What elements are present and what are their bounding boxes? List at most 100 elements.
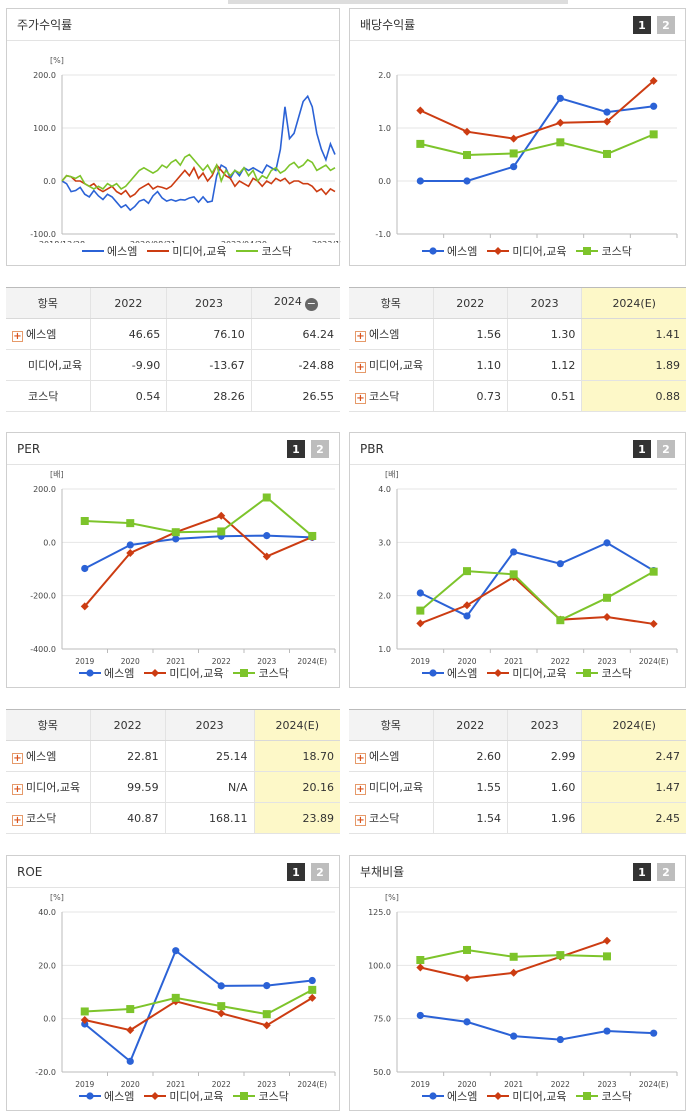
data-point bbox=[509, 134, 518, 143]
collapse-icon[interactable]: − bbox=[304, 297, 318, 311]
expand-icon[interactable]: + bbox=[12, 784, 23, 795]
data-point bbox=[510, 548, 518, 556]
column-header: 2022 bbox=[456, 296, 485, 310]
tab-2[interactable]: 2 bbox=[311, 863, 329, 881]
cell-value: 18.70 bbox=[253, 740, 340, 772]
cell-value: 2.99 bbox=[506, 740, 582, 772]
data-point bbox=[509, 952, 518, 961]
data-point bbox=[126, 1005, 135, 1014]
legend-swatch bbox=[144, 1092, 167, 1100]
series-line-1 bbox=[84, 534, 313, 570]
data-point bbox=[172, 947, 180, 955]
cell-value: 2.45 bbox=[581, 802, 686, 834]
legend-label: 미디어,교육 bbox=[169, 667, 224, 680]
x-tick-label: 2022 bbox=[212, 1080, 231, 1089]
x-tick-label: 2022 bbox=[212, 657, 231, 666]
data-point bbox=[308, 531, 317, 540]
table-row: + 에스엠 2.60 2.99 2.47 bbox=[349, 740, 686, 772]
data-point bbox=[603, 108, 611, 116]
expand-icon[interactable]: + bbox=[355, 331, 366, 342]
y-tick-label: 100.0 bbox=[368, 961, 391, 970]
y-tick-label: 1.0 bbox=[378, 124, 391, 133]
table-row: 코스닥 0.54 28.26 26.55 bbox=[6, 380, 340, 412]
x-tick-label: 2020 bbox=[121, 1080, 140, 1089]
column-header: 항목 bbox=[37, 297, 58, 310]
dividend-legend: 에스엠 미디어,교육 코스닥 bbox=[422, 243, 632, 259]
legend-marker bbox=[583, 1092, 592, 1100]
per-chart: [배] 200.0 0.0 -200.0 -400.0 2019 2020 2021 2022 2… bbox=[30, 470, 336, 666]
legend-marker bbox=[429, 669, 437, 677]
expand-icon[interactable]: + bbox=[355, 362, 366, 373]
cell-value: 1.47 bbox=[581, 771, 686, 803]
data-point bbox=[603, 613, 611, 621]
price-return-panel: 주가수익률 [%] 200.0 100.0 0.0 -100.02018/12/28 20… bbox=[6, 8, 341, 266]
legend-item: 코스닥 bbox=[233, 1088, 289, 1104]
cell-value: 2.47 bbox=[581, 740, 686, 772]
top-strip bbox=[228, 0, 568, 4]
column-header: 2024 bbox=[273, 295, 302, 308]
cell-value: 25.14 bbox=[164, 740, 255, 772]
data-point bbox=[556, 616, 565, 625]
data-point bbox=[463, 612, 471, 620]
legend-item: 미디어,교육 bbox=[487, 243, 566, 259]
unit-label: [%] bbox=[50, 893, 64, 902]
tab-2[interactable]: 2 bbox=[657, 440, 675, 458]
y-tick-label: 2.0 bbox=[378, 592, 391, 601]
data-point bbox=[217, 1002, 226, 1011]
series-line-1 bbox=[420, 1014, 654, 1041]
expand-icon[interactable]: + bbox=[355, 815, 366, 826]
legend-swatch bbox=[422, 669, 444, 677]
expand-icon[interactable]: + bbox=[12, 815, 23, 826]
per-legend: 에스엠 미디어,교육 코스닥 bbox=[79, 665, 289, 681]
tab-1[interactable]: 1 bbox=[633, 16, 651, 34]
per-table: 항목 2022 2023 2024(E) + 에스엠 22.81 25.14 18.70 + 미디어… bbox=[6, 709, 340, 834]
column-header: 2023 bbox=[530, 718, 559, 732]
tab-1[interactable]: 1 bbox=[287, 440, 305, 458]
cell-value: 1.10 bbox=[432, 349, 508, 381]
data-point bbox=[126, 549, 135, 557]
data-point bbox=[603, 936, 611, 945]
legend-marker bbox=[494, 247, 503, 255]
cell-value: 168.11 bbox=[164, 802, 255, 834]
data-point bbox=[603, 117, 611, 126]
data-point bbox=[217, 511, 226, 520]
x-tick-label: 2020 bbox=[457, 242, 476, 243]
x-tick-label: 2022 bbox=[551, 657, 570, 666]
data-point bbox=[463, 945, 471, 954]
y-tick-label: -1.0 bbox=[375, 230, 391, 239]
expand-icon[interactable]: + bbox=[355, 393, 366, 404]
price-return-chart: [%] 200.0 100.0 0.0 -100.02018/12/28 2020/08/… bbox=[30, 56, 341, 243]
legend-swatch bbox=[576, 1092, 599, 1100]
tab-2[interactable]: 2 bbox=[657, 16, 675, 34]
data-point bbox=[556, 560, 564, 568]
data-point bbox=[263, 982, 271, 990]
x-tick-label: 2021 bbox=[504, 242, 523, 243]
x-tick-label: 2023 bbox=[257, 657, 276, 666]
data-point bbox=[649, 619, 658, 628]
row-label: 미디어,교육 bbox=[28, 359, 83, 372]
y-tick-label: 125.0 bbox=[368, 908, 391, 917]
y-tick-label: 20.0 bbox=[38, 961, 56, 970]
expand-icon[interactable]: + bbox=[12, 331, 23, 342]
y-tick-label: 1.0 bbox=[378, 645, 391, 654]
tab-2[interactable]: 2 bbox=[657, 863, 675, 881]
cell-value: 1.55 bbox=[432, 771, 508, 803]
data-point bbox=[416, 956, 425, 964]
expand-icon[interactable]: + bbox=[355, 784, 366, 795]
expand-icon[interactable]: + bbox=[355, 753, 366, 764]
cell-value: 1.56 bbox=[432, 318, 508, 350]
legend-label: 미디어,교육 bbox=[512, 667, 567, 680]
data-point bbox=[463, 601, 471, 610]
data-point bbox=[217, 527, 226, 536]
expand-icon[interactable]: + bbox=[12, 753, 23, 764]
tab-1[interactable]: 1 bbox=[287, 863, 305, 881]
tab-1[interactable]: 1 bbox=[633, 440, 651, 458]
tab-2[interactable]: 2 bbox=[311, 440, 329, 458]
column-header: 2024(E) bbox=[275, 718, 320, 732]
table-row: + 에스엠 46.65 76.10 64.24 bbox=[6, 318, 340, 350]
legend-item: 에스엠 bbox=[82, 243, 137, 259]
tab-1[interactable]: 1 bbox=[633, 863, 651, 881]
data-point bbox=[650, 102, 658, 110]
cell-value: 22.81 bbox=[89, 740, 166, 772]
